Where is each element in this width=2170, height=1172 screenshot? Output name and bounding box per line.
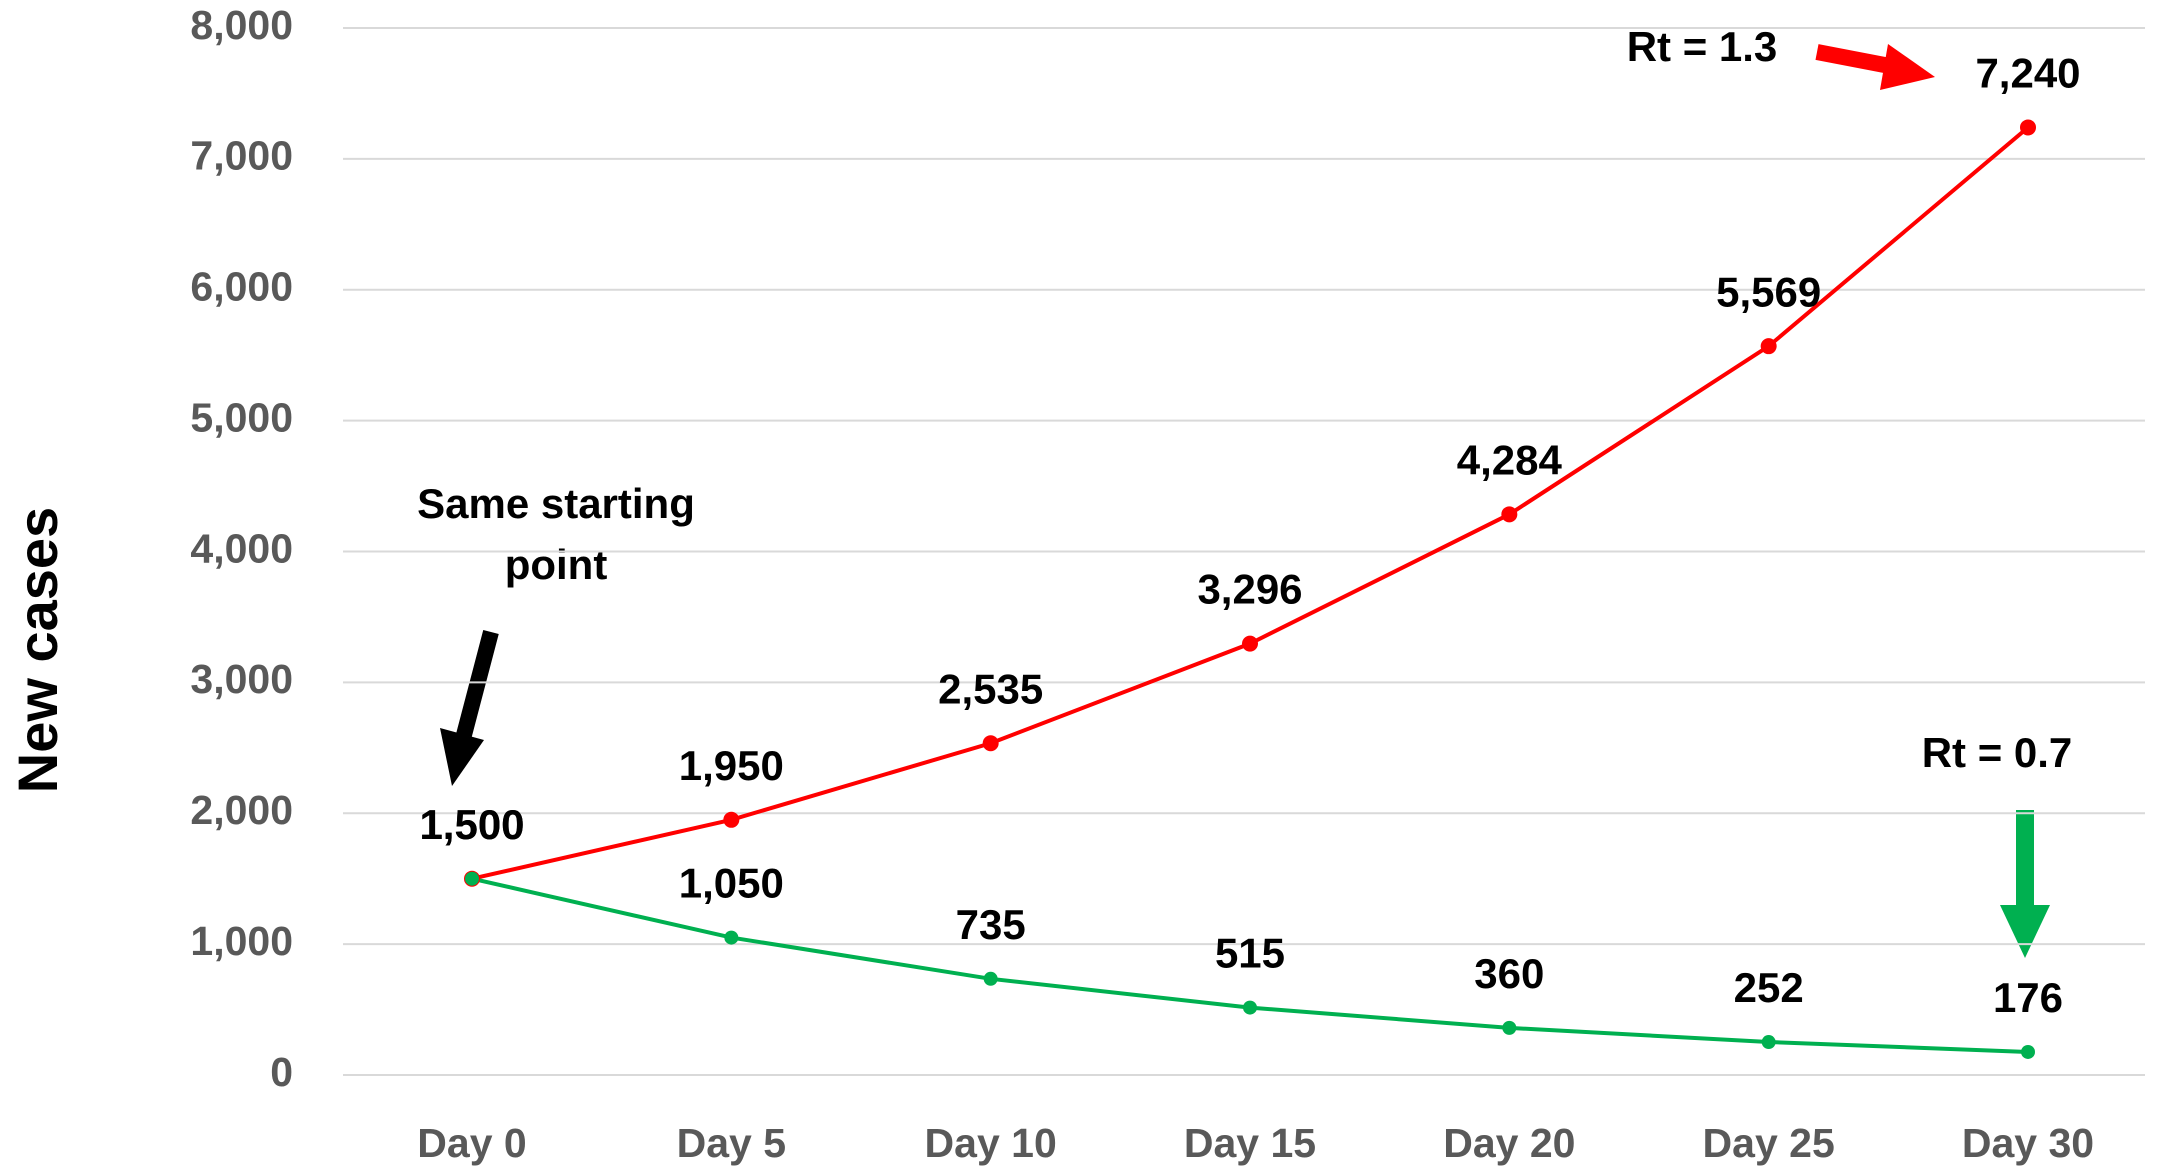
red-arrow <box>1815 44 1935 90</box>
data-point <box>1761 1035 1776 1050</box>
y-tick-label: 5,000 <box>190 394 293 440</box>
data-label: 7,240 <box>1975 50 2080 97</box>
data-point <box>465 871 479 886</box>
data-label: 515 <box>1215 930 1285 977</box>
data-label: 1,050 <box>679 860 784 907</box>
annotation: Same starting <box>417 480 695 527</box>
y-tick-label: 8,000 <box>190 2 293 48</box>
y-tick-label: 1,000 <box>190 918 293 964</box>
green-arrow <box>2000 810 2050 958</box>
data-point <box>1501 506 1518 523</box>
x-tick-label: Day 5 <box>677 1120 786 1166</box>
y-tick-label: 4,000 <box>190 525 293 571</box>
data-label: 4,284 <box>1457 436 1563 483</box>
series-annotation: Rt = 0.7 <box>1922 729 2073 776</box>
data-point <box>2021 1044 2035 1059</box>
y-tick-label: 3,000 <box>190 656 293 702</box>
data-point <box>983 971 998 986</box>
data-label: 1,500 <box>419 801 524 848</box>
x-tick-label: Day 25 <box>1703 1120 1835 1166</box>
data-point <box>1502 1020 1517 1035</box>
data-point <box>723 811 740 828</box>
data-point <box>1242 635 1258 652</box>
y-tick-label: 2,000 <box>190 787 293 833</box>
data-label: 5,569 <box>1716 268 1821 315</box>
data-point <box>724 930 739 945</box>
data-point <box>2020 119 2036 136</box>
x-tick-label: Day 30 <box>1962 1120 2094 1166</box>
x-tick-label: Day 20 <box>1443 1120 1575 1166</box>
x-tick-label: Day 0 <box>417 1120 526 1166</box>
data-label: 360 <box>1474 950 1544 997</box>
y-tick-label: 7,000 <box>190 133 293 179</box>
data-label: 1,500 <box>419 801 524 848</box>
data-point <box>982 735 999 752</box>
black-arrow <box>440 629 499 786</box>
y-axis-label: New cases <box>6 507 69 793</box>
data-point <box>1243 1000 1257 1015</box>
data-label: 735 <box>956 901 1026 948</box>
x-tick-label: Day 10 <box>925 1120 1057 1166</box>
data-label: 252 <box>1734 964 1804 1011</box>
data-label: 1,950 <box>679 742 784 789</box>
data-label: 2,535 <box>938 665 1043 712</box>
x-tick-label: Day 15 <box>1184 1120 1316 1166</box>
y-tick-label: 0 <box>270 1049 293 1095</box>
series-annotation: Rt = 1.3 <box>1627 23 1778 70</box>
data-point <box>1760 338 1777 355</box>
data-label: 3,296 <box>1197 566 1302 613</box>
annotation: point <box>505 541 608 588</box>
y-tick-label: 6,000 <box>190 264 293 310</box>
data-label: 176 <box>1993 974 2063 1021</box>
